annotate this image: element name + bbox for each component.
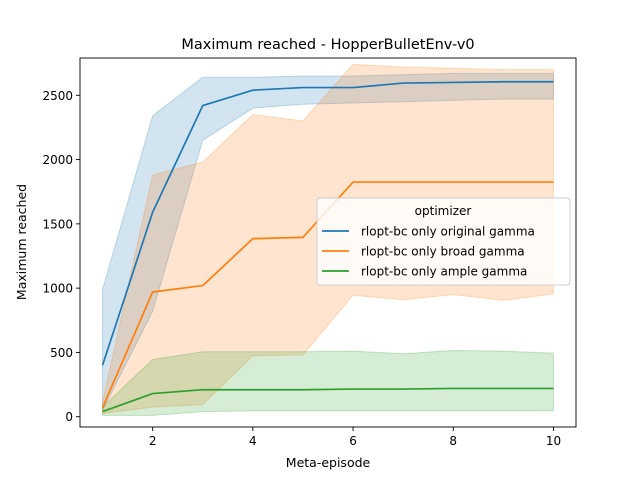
legend-label-2: rlopt-bc only ample gamma bbox=[361, 265, 527, 279]
confidence-band-0 bbox=[102, 72, 554, 411]
x-tick-label: 2 bbox=[149, 434, 157, 448]
y-tick-label: 1500 bbox=[42, 217, 73, 231]
x-axis-label: Meta-episode bbox=[286, 455, 371, 470]
legend-box bbox=[316, 197, 571, 286]
y-axis-ticks: 0 500 1000 1500 2000 2500 bbox=[42, 89, 80, 424]
legend: optimizer rlopt-bc only original gammarl… bbox=[316, 197, 571, 286]
legend-title: optimizer bbox=[415, 204, 472, 218]
y-tick-label: 2500 bbox=[42, 89, 73, 103]
series-line-2 bbox=[102, 387, 554, 413]
x-tick-label: 6 bbox=[349, 434, 357, 448]
x-axis-ticks: 2 4 6 8 10 bbox=[149, 427, 561, 448]
y-tick-label: 0 bbox=[65, 410, 73, 424]
plot-frame bbox=[79, 57, 577, 428]
y-axis-label: Maximum reached bbox=[14, 184, 29, 300]
x-tick-label: 10 bbox=[546, 434, 561, 448]
legend-label-0: rlopt-bc only original gamma bbox=[361, 225, 535, 239]
y-tick-label: 1000 bbox=[42, 282, 73, 296]
chart-title: Maximum reached - HopperBulletEnv-v0 bbox=[181, 37, 474, 53]
confidence-band-2 bbox=[102, 349, 554, 416]
legend-items: rlopt-bc only original gamma rlopt-bc onl… bbox=[322, 225, 535, 279]
legend-label-1: rlopt-bc only broad gamma bbox=[361, 245, 525, 259]
x-tick-label: 8 bbox=[449, 434, 457, 448]
series-line-0 bbox=[101, 80, 554, 366]
x-tick-label: 4 bbox=[249, 434, 257, 448]
y-tick-label: 2000 bbox=[42, 153, 73, 167]
y-tick-label: 500 bbox=[50, 346, 73, 360]
